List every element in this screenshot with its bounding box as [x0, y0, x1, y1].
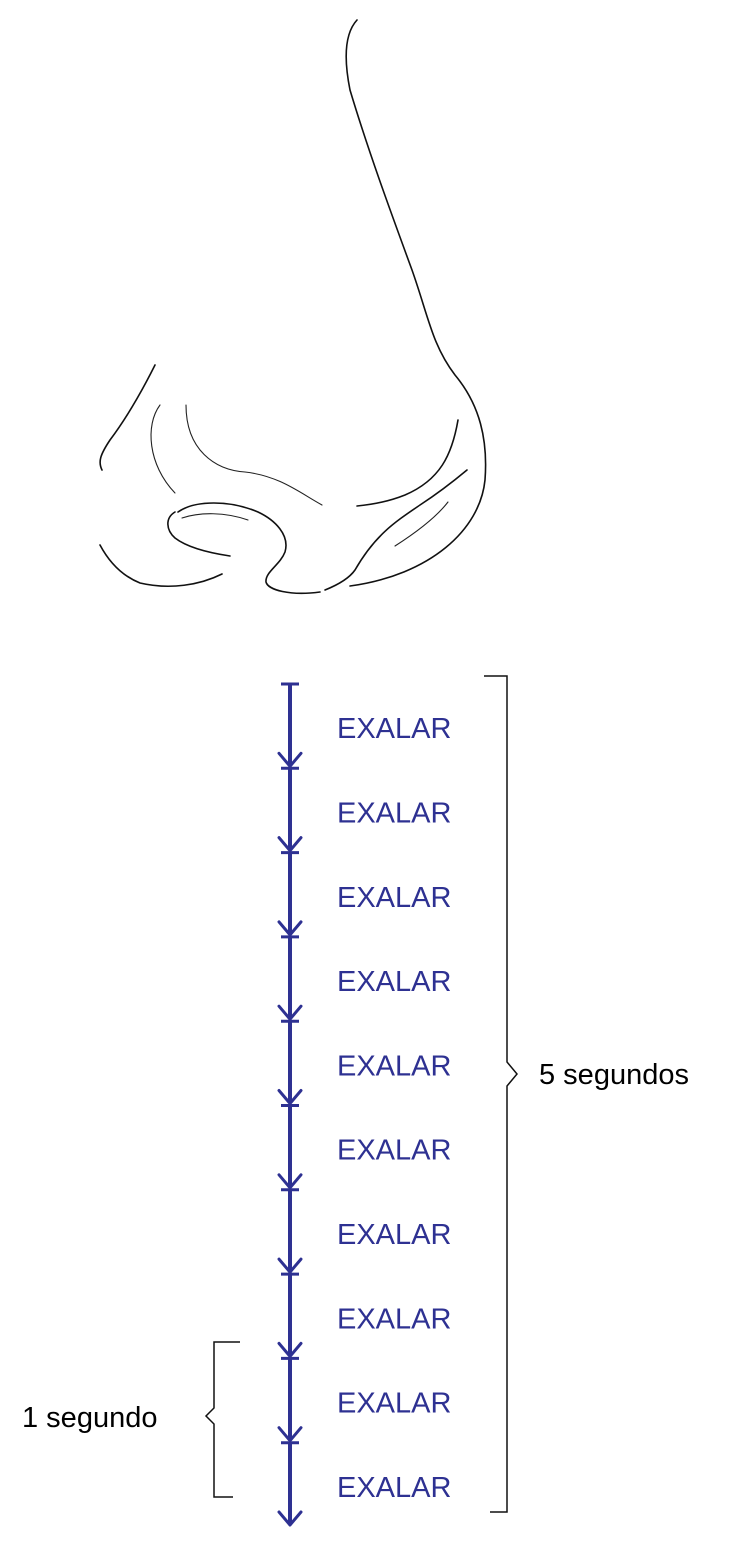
exhale-step: EXALAR	[277, 851, 451, 937]
nose-tip-lower	[324, 469, 468, 591]
nose-wing-bottom	[99, 544, 223, 588]
exhale-step: EXALAR	[277, 935, 451, 1021]
nose-crease	[185, 404, 323, 506]
exhale-step: EXALAR	[277, 1188, 451, 1274]
arrow-head	[277, 836, 303, 853]
nostril-outline	[177, 502, 321, 595]
exhale-label: EXALAR	[337, 882, 451, 914]
exhale-step: EXALAR	[277, 766, 451, 853]
exhale-step: EXALAR	[277, 682, 451, 768]
nostril-inner	[167, 511, 231, 557]
arrow-head	[277, 751, 303, 768]
exhale-label: EXALAR	[337, 797, 451, 829]
one-second-label: 1 segundo	[22, 1402, 157, 1434]
one-second-bracket-line	[204, 1341, 240, 1498]
arrow-head	[277, 1341, 303, 1358]
arrow-head	[277, 1510, 303, 1527]
exhale-step: EXALAR	[277, 1356, 451, 1443]
nose-bridge-line	[345, 19, 487, 587]
arrow-head	[277, 1089, 303, 1105]
arrow-head	[277, 920, 303, 937]
exhale-label: EXALAR	[337, 1135, 451, 1167]
arrow-head	[277, 1257, 303, 1274]
exhale-step: EXALAR	[277, 1019, 451, 1105]
exhale-step: EXALAR	[277, 1272, 451, 1358]
exhale-step: EXALAR	[277, 1441, 451, 1527]
exhale-label: EXALAR	[337, 713, 451, 745]
arrow-head	[277, 1004, 303, 1021]
nose-tip-inner	[356, 419, 459, 507]
five-second-bracket: 5 segundos	[484, 675, 689, 1513]
nose-tip-highlight	[394, 501, 449, 547]
nostril-shadow	[181, 513, 249, 521]
arrow-head	[277, 1426, 303, 1443]
nose-wing-outer	[99, 364, 156, 471]
nose-illustration	[99, 19, 487, 595]
five-second-label: 5 segundos	[539, 1059, 689, 1091]
five-second-bracket-line	[484, 675, 518, 1513]
exhale-label: EXALAR	[337, 966, 451, 998]
nose-wing-inner	[150, 404, 176, 494]
exhale-label: EXALAR	[337, 1472, 451, 1504]
exhale-label: EXALAR	[337, 1303, 451, 1335]
exhale-step: EXALAR	[277, 1104, 451, 1190]
exhale-label: EXALAR	[337, 1388, 451, 1420]
exhale-sequence: EXALAR EXALAR EXALAR EXALAR EXALAR EXALAR EXAL…	[277, 682, 451, 1527]
exhale-label: EXALAR	[337, 1219, 451, 1251]
exhale-label: EXALAR	[337, 1050, 451, 1082]
arrow-head	[277, 1173, 303, 1190]
one-second-bracket: 1 segundo	[22, 1341, 240, 1498]
